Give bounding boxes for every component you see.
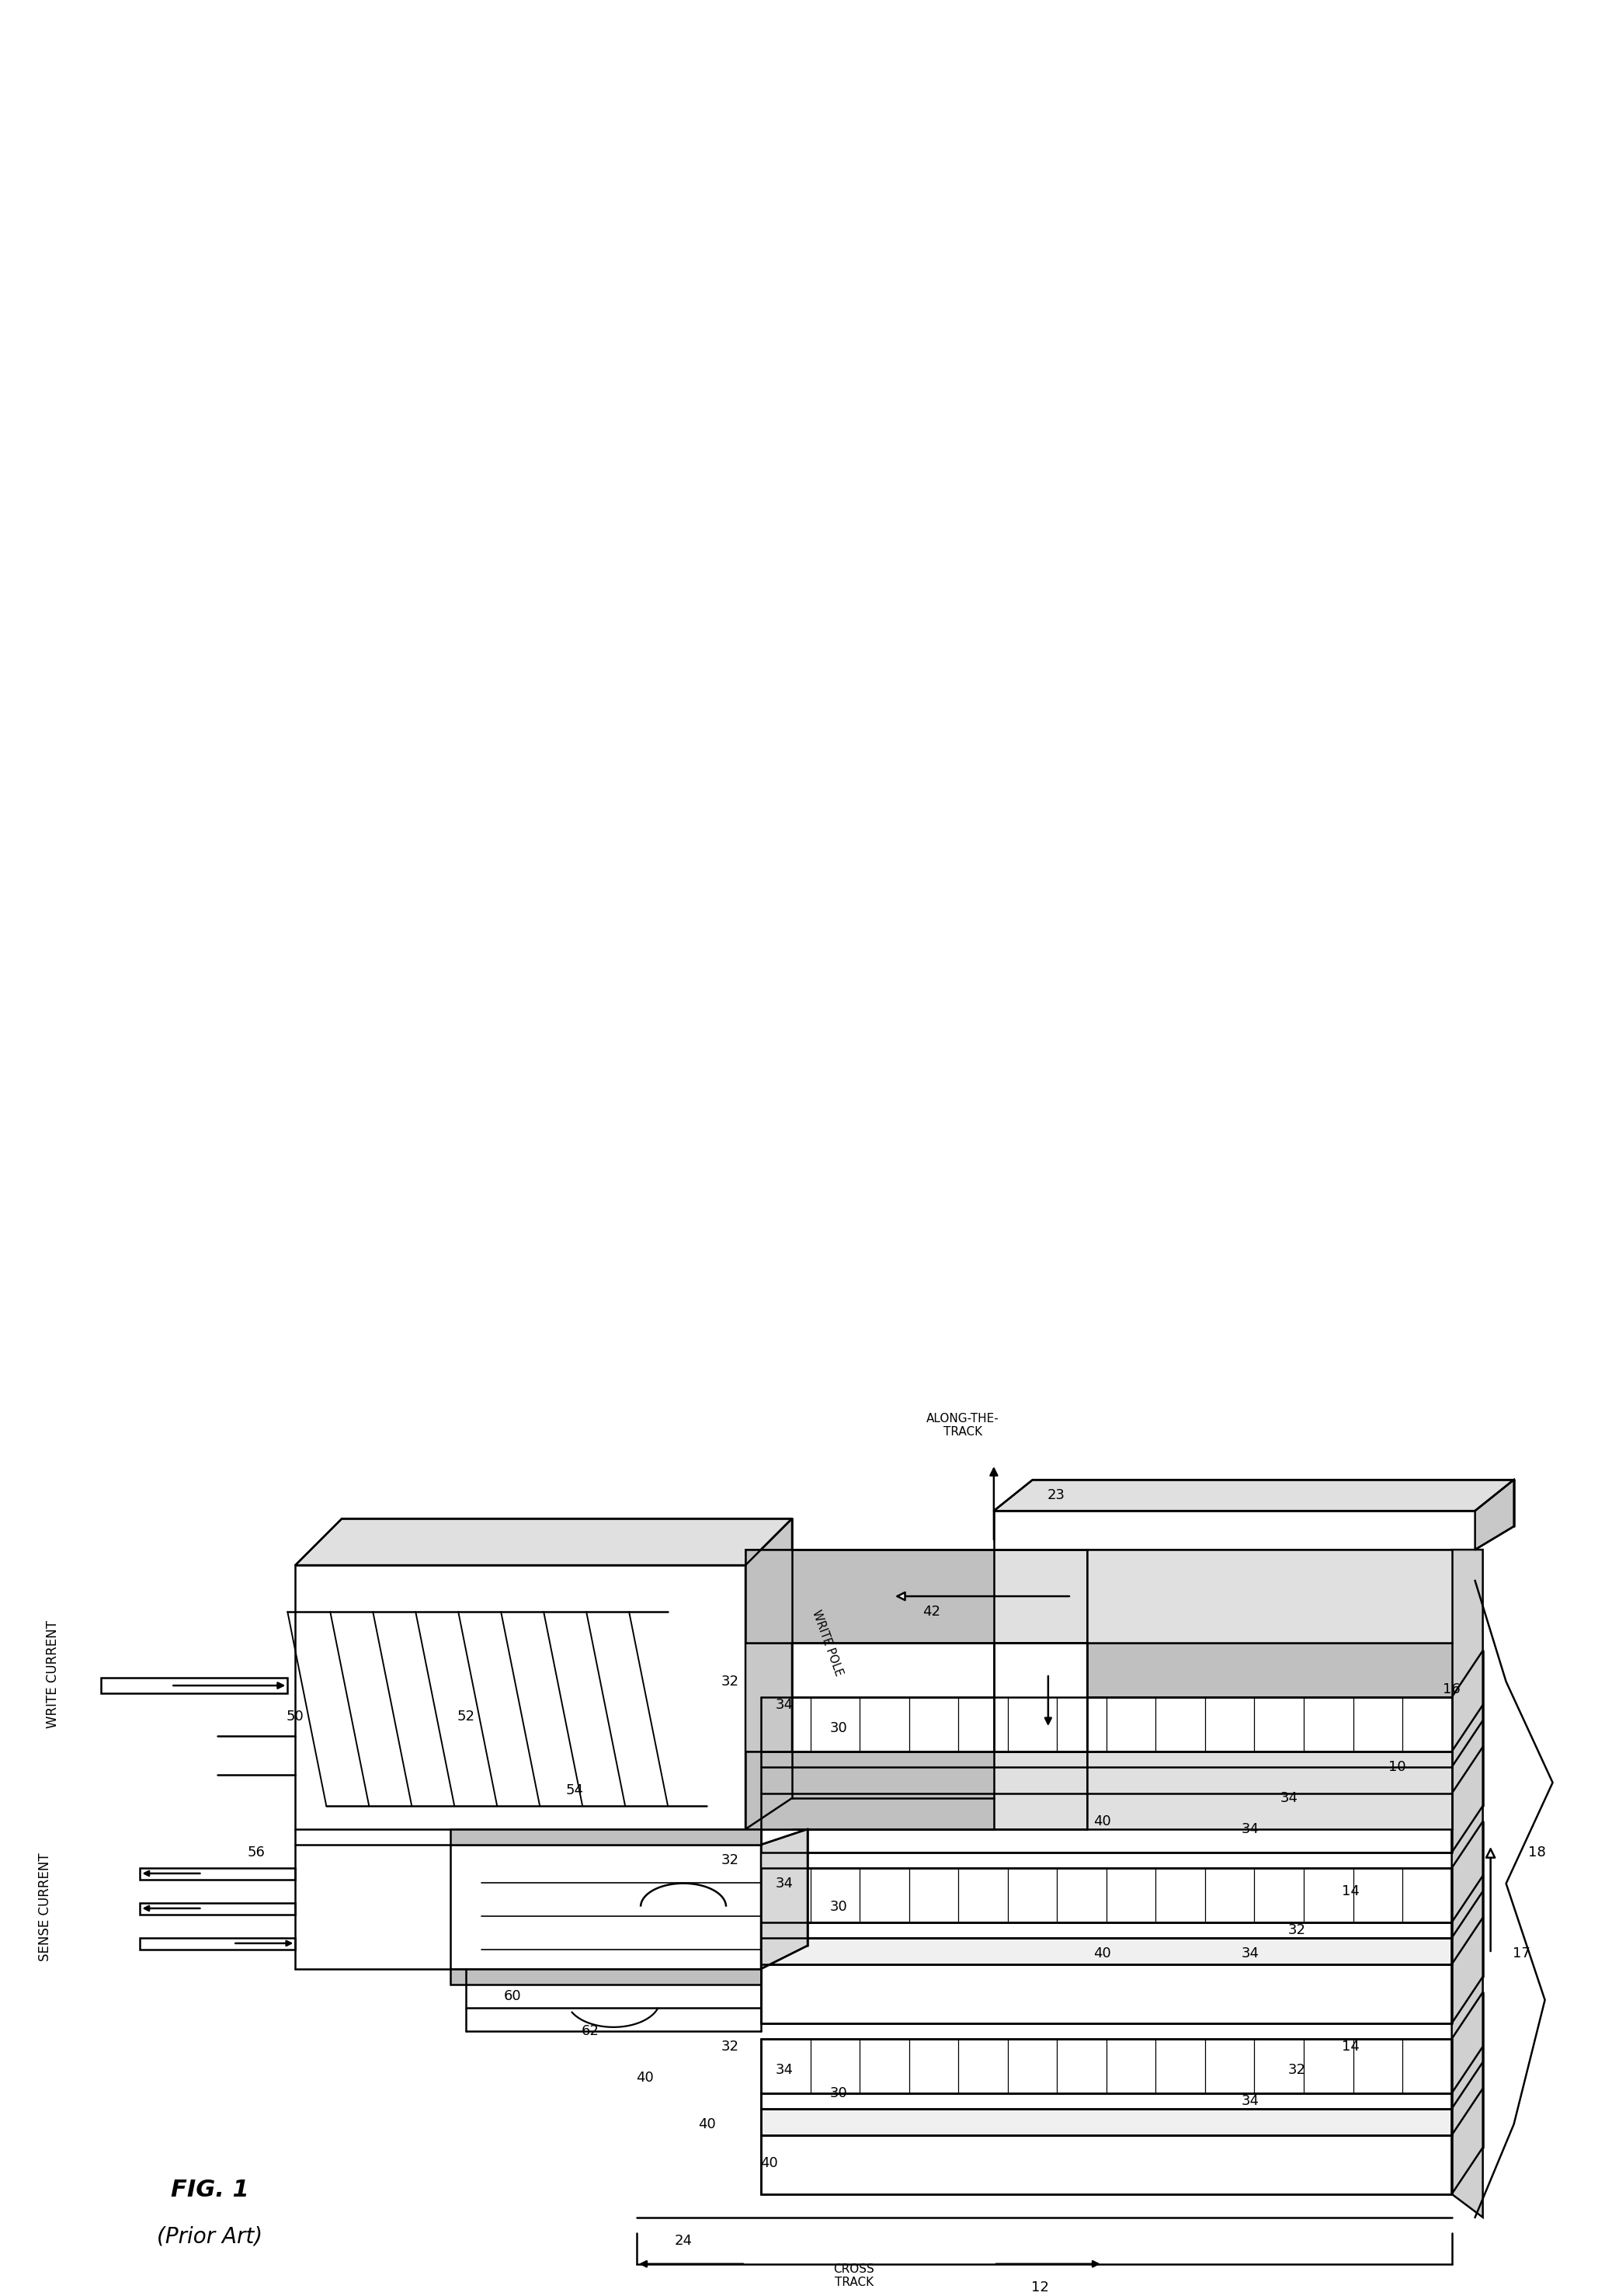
Text: 40: 40 xyxy=(759,2156,777,2170)
Polygon shape xyxy=(1452,1993,1483,2195)
Polygon shape xyxy=(761,1768,1452,1793)
Polygon shape xyxy=(1452,1550,1483,2218)
Text: WRITE POLE: WRITE POLE xyxy=(809,1609,845,1678)
Polygon shape xyxy=(761,1697,1452,1752)
Text: 10: 10 xyxy=(1388,1761,1406,1775)
Text: 30: 30 xyxy=(830,2087,848,2101)
Polygon shape xyxy=(1452,1821,1483,2023)
Polygon shape xyxy=(745,1752,1086,1830)
Polygon shape xyxy=(761,2094,1452,2108)
Polygon shape xyxy=(745,1752,995,1830)
Text: 34: 34 xyxy=(1241,2094,1259,2108)
Polygon shape xyxy=(761,1793,1452,1853)
Polygon shape xyxy=(995,1644,1086,1752)
Text: 14: 14 xyxy=(1341,2039,1361,2053)
Polygon shape xyxy=(450,1830,761,1844)
Polygon shape xyxy=(995,1481,1514,1511)
Text: 60: 60 xyxy=(505,1988,521,2002)
Text: 32: 32 xyxy=(1288,1924,1306,1938)
Polygon shape xyxy=(761,1752,1452,1768)
Text: FIG. 1: FIG. 1 xyxy=(171,2179,248,2202)
Text: 14: 14 xyxy=(1341,1885,1361,1899)
Text: 34: 34 xyxy=(1241,1823,1259,1837)
Text: 32: 32 xyxy=(721,2039,738,2053)
Polygon shape xyxy=(761,1922,1452,1938)
Text: 34: 34 xyxy=(775,1699,793,1713)
Text: 17: 17 xyxy=(1512,1947,1530,1961)
Polygon shape xyxy=(761,1830,808,1970)
Polygon shape xyxy=(140,1903,295,1915)
Text: 34: 34 xyxy=(1280,1791,1298,1805)
Polygon shape xyxy=(450,1970,761,1984)
Text: 40: 40 xyxy=(635,2071,653,2085)
Text: 16: 16 xyxy=(1443,1683,1460,1697)
Text: 30: 30 xyxy=(830,1899,848,1915)
Polygon shape xyxy=(1452,1651,1483,1853)
Text: SENSE CURRENT: SENSE CURRENT xyxy=(39,1853,52,1961)
Text: 34: 34 xyxy=(775,2062,793,2078)
Text: 32: 32 xyxy=(721,1674,738,1688)
Text: 32: 32 xyxy=(721,1853,738,1867)
Text: 32: 32 xyxy=(1288,2062,1306,2078)
Polygon shape xyxy=(995,1511,1475,1550)
Polygon shape xyxy=(1086,1752,1452,1830)
Text: CROSS
TRACK: CROSS TRACK xyxy=(833,2264,875,2289)
Polygon shape xyxy=(761,1938,1452,1965)
Polygon shape xyxy=(745,1518,791,1830)
Text: 18: 18 xyxy=(1528,1846,1546,1860)
Text: 62: 62 xyxy=(582,2025,600,2039)
Polygon shape xyxy=(295,1566,745,1830)
Polygon shape xyxy=(1475,1481,1514,1550)
Text: ALONG-THE-
TRACK: ALONG-THE- TRACK xyxy=(927,1412,999,1437)
Polygon shape xyxy=(745,1550,1086,1644)
Polygon shape xyxy=(1086,1697,1452,1752)
Text: WRITE CURRENT: WRITE CURRENT xyxy=(47,1621,60,1729)
Text: 56: 56 xyxy=(248,1846,266,1860)
Polygon shape xyxy=(1086,1550,1452,1644)
Text: 23: 23 xyxy=(1046,1488,1066,1502)
Polygon shape xyxy=(140,1869,295,1880)
Polygon shape xyxy=(761,2108,1452,2135)
Text: 12: 12 xyxy=(1032,2280,1049,2294)
Polygon shape xyxy=(761,2135,1452,2195)
Polygon shape xyxy=(761,1965,1452,2023)
Text: (Prior Art): (Prior Art) xyxy=(156,2225,263,2248)
Text: 40: 40 xyxy=(698,2117,716,2131)
Text: 52: 52 xyxy=(458,1711,476,1724)
Polygon shape xyxy=(745,1550,995,1644)
Polygon shape xyxy=(761,2039,1452,2094)
Polygon shape xyxy=(295,1518,791,1566)
Polygon shape xyxy=(450,1844,761,1970)
Text: 54: 54 xyxy=(566,1784,584,1798)
Text: 34: 34 xyxy=(1241,1947,1259,1961)
Text: 40: 40 xyxy=(1093,1814,1111,1828)
Polygon shape xyxy=(140,1938,295,1949)
Text: 34: 34 xyxy=(775,1876,793,1890)
Polygon shape xyxy=(1086,1644,1452,1697)
Text: 24: 24 xyxy=(674,2234,692,2248)
Polygon shape xyxy=(761,1869,1452,1922)
Text: 42: 42 xyxy=(922,1605,941,1619)
Text: 50: 50 xyxy=(287,1711,305,1724)
Text: 30: 30 xyxy=(830,1722,848,1736)
Text: 40: 40 xyxy=(1093,1947,1111,1961)
Polygon shape xyxy=(102,1678,287,1692)
